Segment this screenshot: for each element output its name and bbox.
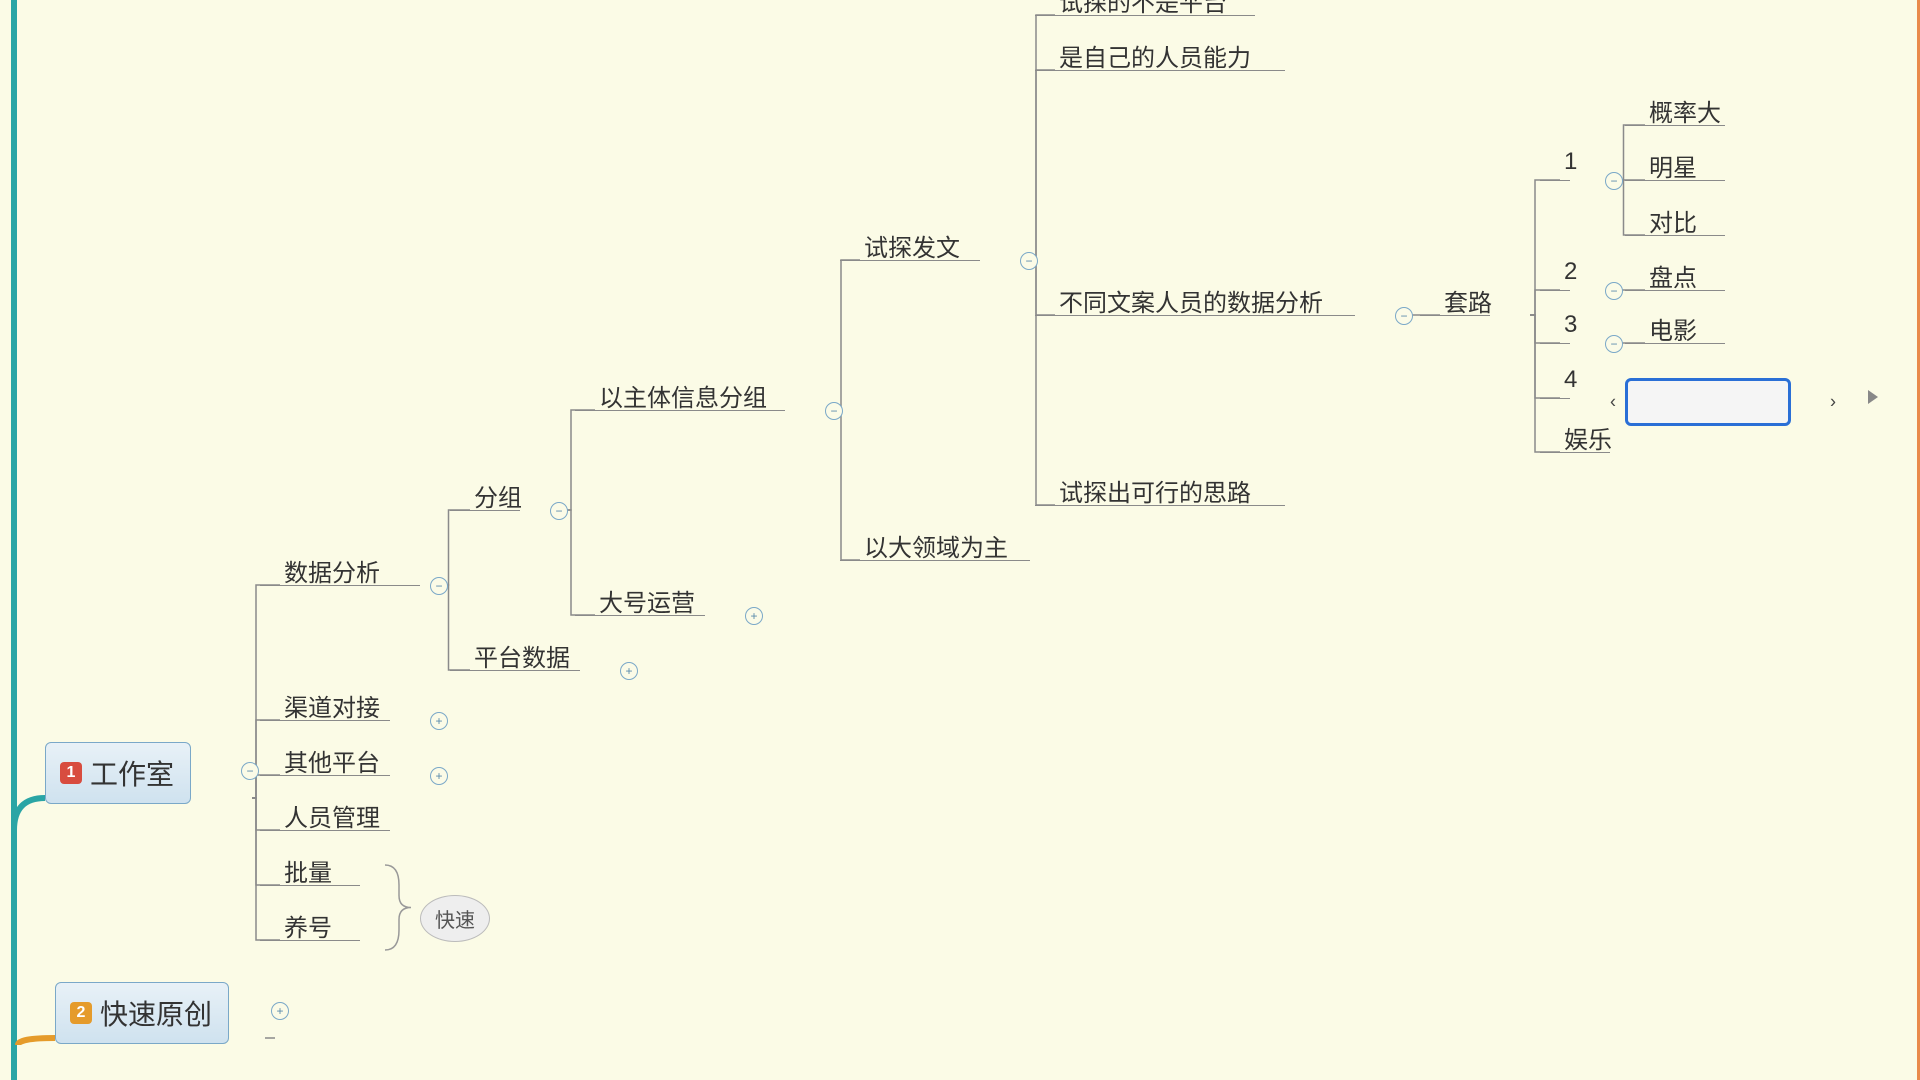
priority-badge-icon: 1 — [60, 762, 82, 784]
node-underline — [1540, 343, 1570, 344]
node-n_bigfield[interactable]: 以大领域为主 — [860, 528, 1012, 569]
node-n_plat[interactable]: 平台数据 — [470, 638, 574, 679]
node-n_grow[interactable]: 养号 — [280, 908, 336, 949]
root-label: 工作室 — [90, 753, 174, 793]
node-underline — [1420, 315, 1490, 316]
node-n_ent[interactable]: 娱乐 — [1560, 420, 1616, 461]
expand-toggle-icon[interactable] — [430, 767, 448, 785]
chevron-left-icon[interactable]: ‹ — [1610, 392, 1616, 413]
node-n_list[interactable]: 盘点 — [1645, 258, 1701, 299]
collapse-toggle-icon[interactable] — [1020, 252, 1038, 270]
node-n_people[interactable]: 人员管理 — [280, 798, 384, 839]
node-edit-input[interactable]: ‹› — [1625, 378, 1791, 426]
node-n_feasible[interactable]: 试探出可行的思路 — [1055, 473, 1255, 514]
node-n_channel[interactable]: 渠道对接 — [280, 688, 384, 729]
node-underline — [1035, 70, 1285, 71]
expand-toggle-icon[interactable] — [430, 712, 448, 730]
node-underline — [1625, 125, 1725, 126]
node-underline — [1540, 180, 1570, 181]
node-n_bysubj[interactable]: 以主体信息分组 — [595, 378, 771, 419]
node-n_selfcap[interactable]: 是自己的人员能力 — [1055, 38, 1255, 79]
node-underline — [575, 615, 705, 616]
node-underline — [450, 510, 520, 511]
node-underline — [840, 260, 980, 261]
node-n_t2[interactable]: 2 — [1560, 258, 1581, 292]
node-underline — [1035, 15, 1255, 16]
node-underline — [1625, 290, 1725, 291]
node-n_film[interactable]: 电影 — [1645, 311, 1701, 352]
mindmap-canvas[interactable]: 1 工作室 2 快速原创 数据分析渠道对接其他平台人员管理批量养号 分组大号运营平台数据 以… — [0, 0, 1920, 1080]
expand-toggle-icon[interactable] — [620, 662, 638, 680]
root-node-root2[interactable]: 2 快速原创 — [55, 982, 229, 1044]
expand-toggle-icon[interactable] — [745, 607, 763, 625]
scroll-right-icon[interactable] — [1868, 390, 1878, 404]
collapse-toggle-icon[interactable] — [241, 762, 259, 780]
collapse-toggle-icon[interactable] — [430, 577, 448, 595]
node-underline — [1625, 235, 1725, 236]
collapse-toggle-icon[interactable] — [1605, 282, 1623, 300]
node-n_t3[interactable]: 3 — [1560, 311, 1581, 345]
node-n_prob[interactable]: 概率大 — [1645, 93, 1725, 134]
node-underline — [1625, 343, 1725, 344]
collapse-toggle-icon[interactable] — [550, 502, 568, 520]
node-n_group[interactable]: 分组 — [470, 478, 526, 519]
root-node-root1[interactable]: 1 工作室 — [45, 742, 191, 804]
node-n_batch[interactable]: 批量 — [280, 853, 336, 894]
node-n_other[interactable]: 其他平台 — [280, 743, 384, 784]
collapse-toggle-icon[interactable] — [1605, 335, 1623, 353]
node-n_diff[interactable]: 不同文案人员的数据分析 — [1055, 283, 1327, 324]
node-underline — [450, 670, 580, 671]
node-underline — [1625, 180, 1725, 181]
chevron-right-icon[interactable]: › — [1830, 392, 1836, 413]
node-n_t4[interactable]: 4 — [1560, 366, 1581, 400]
priority-badge-icon: 2 — [70, 1002, 92, 1024]
collapse-toggle-icon[interactable] — [1605, 172, 1623, 190]
node-n_notplat[interactable]: 试探的不是平台 — [1055, 0, 1231, 24]
node-underline — [260, 775, 390, 776]
node-n_star[interactable]: 明星 — [1645, 148, 1701, 189]
root-label: 快速原创 — [100, 993, 212, 1033]
collapse-toggle-icon[interactable] — [1395, 307, 1413, 325]
node-n_t1[interactable]: 1 — [1560, 148, 1581, 182]
node-underline — [260, 830, 390, 831]
node-underline — [260, 940, 360, 941]
node-n_data[interactable]: 数据分析 — [280, 553, 384, 594]
node-underline — [260, 585, 420, 586]
node-n_bigop[interactable]: 大号运营 — [595, 583, 699, 624]
node-underline — [1035, 505, 1285, 506]
node-n_taolu[interactable]: 套路 — [1440, 283, 1496, 324]
node-underline — [260, 720, 390, 721]
collapse-toggle-icon[interactable] — [825, 402, 843, 420]
node-underline — [1540, 290, 1570, 291]
node-underline — [1035, 315, 1355, 316]
node-underline — [840, 560, 1030, 561]
node-underline — [1540, 452, 1610, 453]
collapse-toggle-icon[interactable] — [271, 1002, 289, 1020]
node-underline — [575, 410, 785, 411]
node-n_testpost[interactable]: 试探发文 — [860, 228, 964, 269]
node-n_comp[interactable]: 对比 — [1645, 203, 1701, 244]
summary-node[interactable]: 快速 — [420, 895, 490, 942]
node-underline — [1540, 398, 1570, 399]
node-underline — [260, 885, 360, 886]
